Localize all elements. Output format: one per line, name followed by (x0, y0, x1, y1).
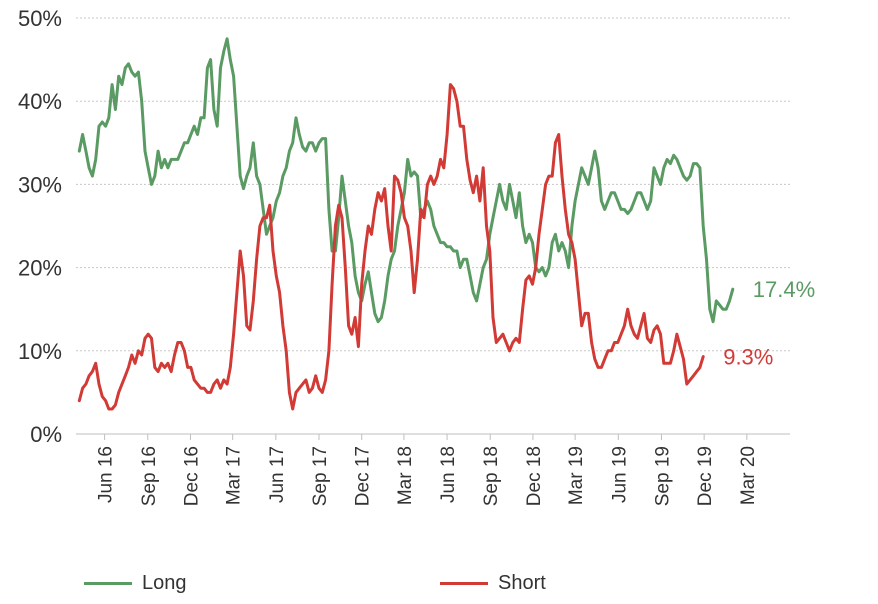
legend-label-long: Long (142, 572, 187, 594)
x-tick-label: Sep 18 (481, 446, 502, 506)
legend-item-long: Long (84, 572, 187, 595)
end-label-long: 17.4% (753, 277, 815, 302)
x-tick-label: Dec 18 (524, 446, 545, 506)
x-tick-label: Jun 16 (96, 446, 117, 503)
x-tick-label: Dec 19 (695, 446, 716, 506)
series-line-short (77, 83, 705, 411)
x-axis: Jun 16 Sep 16 Dec 16 Mar 17 Jun 17 Sep 17 Dec … (76, 433, 790, 506)
y-tick-label: 50% (18, 6, 62, 31)
x-tick-label: Jun 18 (438, 446, 459, 503)
x-tick-label: Jun 17 (267, 446, 288, 503)
y-tick-label: 10% (18, 339, 62, 364)
y-tick-label: 40% (18, 89, 62, 114)
x-tick-label: Mar 19 (566, 446, 587, 505)
legend-swatch-short (440, 582, 488, 585)
legend-item-short: Short (440, 572, 546, 595)
y-tick-label: 20% (18, 256, 62, 281)
legend-swatch-long (84, 582, 132, 585)
x-tick-label: Sep 19 (652, 446, 673, 506)
y-tick-label: 0% (30, 422, 62, 447)
end-label-short: 9.3% (723, 345, 773, 370)
series-lines (77, 37, 735, 411)
x-tick-label: Jun 19 (609, 446, 630, 503)
x-tick-label: Mar 17 (224, 446, 245, 505)
x-tick-label: Sep 17 (310, 446, 331, 506)
end-labels: 17.4% 9.3% (723, 277, 815, 369)
y-tick-label: 30% (18, 172, 62, 197)
x-tick-label: Dec 16 (181, 446, 202, 506)
x-tick-label: Dec 17 (353, 446, 374, 506)
legend-label-short: Short (498, 572, 546, 594)
x-tick-label: Mar 18 (395, 446, 416, 505)
series-line-long (77, 37, 735, 324)
x-tick-label: Sep 16 (139, 446, 160, 506)
x-tick-label: Mar 20 (738, 446, 759, 505)
y-axis: 0% 10% 20% 30% 40% 50% (18, 6, 62, 447)
